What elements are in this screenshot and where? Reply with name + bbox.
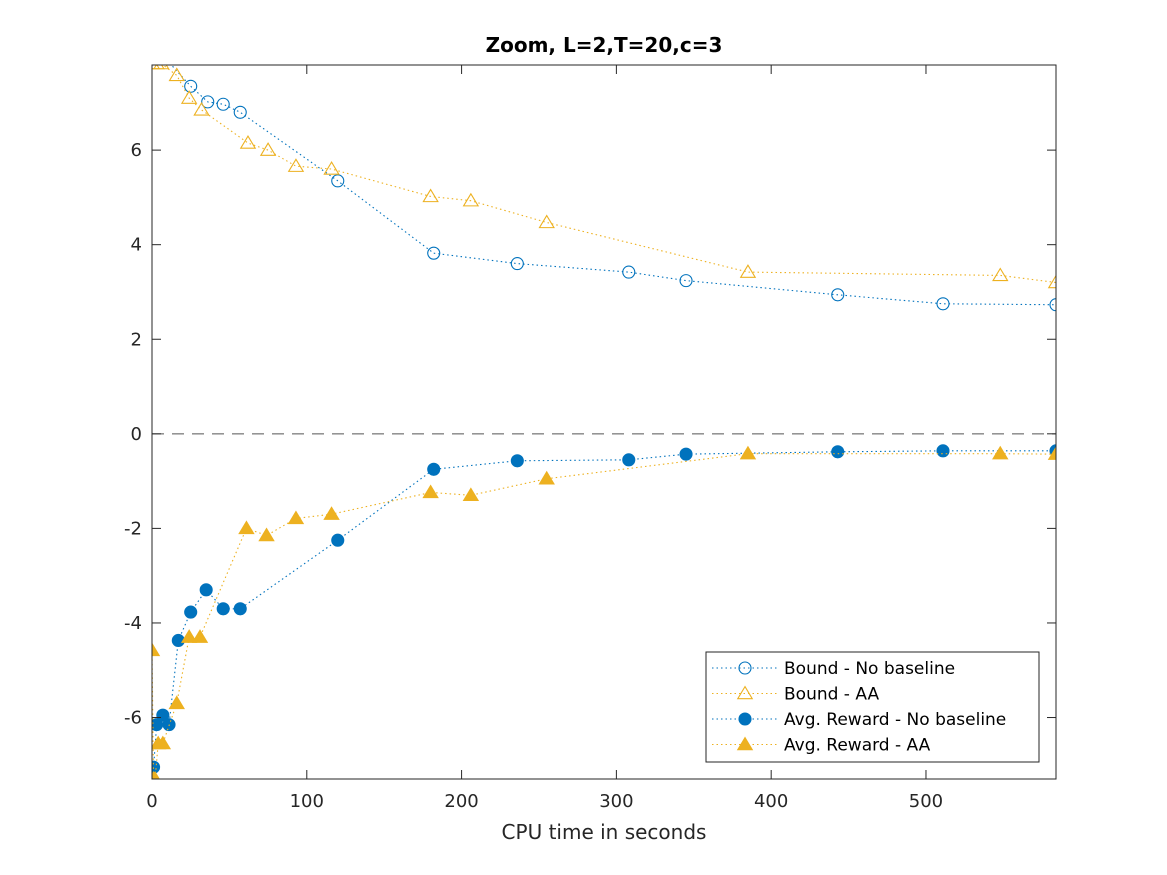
data-point [152,771,160,779]
data-point [184,605,198,619]
chart-title: Zoom, L=2,T=20,c=3 [486,33,723,57]
y-tick-label: -2 [124,518,142,539]
data-point [258,527,275,542]
series-avg-reward-aa [152,445,1056,779]
y-tick-label: 6 [131,140,142,161]
data-point [193,101,210,116]
x-tick-label: 400 [754,791,788,812]
data-point [191,629,209,643]
data-point [331,174,345,188]
data-point [422,188,439,203]
x-axis-label: CPU time in seconds [502,820,707,844]
data-point [233,602,247,616]
data-point [323,506,340,520]
data-point [1049,298,1056,312]
data-point [156,708,170,722]
data-point [180,90,198,104]
data-point [201,95,215,109]
legend-marker [736,685,754,700]
legend-label: Bound - No baseline [784,659,955,679]
data-point [831,445,845,459]
data-point [180,629,198,643]
y-tick-label: -4 [124,613,142,634]
data-point [216,97,230,111]
data-point [427,462,441,476]
data-point [259,142,277,156]
series-bound-no-baseline [170,65,1056,312]
data-point [538,214,555,229]
data-point [233,105,247,119]
data-point [323,161,340,175]
y-tick-label: 2 [131,329,142,350]
data-point [287,510,305,525]
data-point [239,135,257,149]
y-tick-label: 4 [131,235,142,256]
data-point [1047,446,1056,460]
data-point [462,192,480,207]
x-tick-label: 500 [909,791,943,812]
legend-label: Avg. Reward - No baseline [784,710,1006,730]
series-avg-reward-no-baseline [152,444,1056,774]
data-point [622,265,636,279]
data-point [184,79,198,93]
plot-frame [151,64,1057,780]
legend-marker [738,712,752,726]
data-point [422,484,439,499]
series-line [162,65,1056,284]
data-point [1047,274,1056,289]
data-point [510,454,524,468]
data-point [992,445,1009,460]
data-point [331,533,345,547]
x-tick-label: 300 [599,791,633,812]
legend: Bound - No baseline Bound - AA Avg. Reward… [705,651,1040,763]
series-bound-aa [152,65,1056,289]
legend-marker [736,736,754,751]
legend-label: Bound - AA [784,685,879,705]
data-point [199,583,213,597]
y-tick-label: -6 [124,708,142,729]
data-point [427,246,441,260]
x-tick-label: 200 [444,791,478,812]
data-point [739,264,757,278]
legend-marker [738,661,752,675]
series-layer [152,65,1056,779]
data-point [168,695,185,710]
legend-label: Avg. Reward - AA [784,736,931,756]
data-point [238,520,255,535]
data-point [168,67,185,82]
data-point [538,470,555,485]
legend-box [705,651,1040,763]
data-point [152,642,161,657]
data-point [831,288,845,302]
series-line [152,450,1056,768]
data-point [936,297,950,311]
x-tick-label: 0 [146,791,157,812]
data-point [510,257,524,271]
data-point [679,447,693,461]
data-point [287,158,305,172]
x-tick-label: 100 [290,791,324,812]
data-point [992,267,1009,282]
data-point [936,444,950,458]
data-point [679,274,693,288]
data-point [622,453,636,467]
y-tick-label: 0 [131,424,142,445]
data-point [462,487,480,502]
data-point [216,602,230,616]
ticks-layer: 0 100 200 300 400 500 -6 -4 -2 0 2 4 6 [124,65,1056,812]
data-point [153,65,170,70]
series-line [170,65,1056,306]
data-point [739,445,757,460]
data-point [154,735,172,750]
